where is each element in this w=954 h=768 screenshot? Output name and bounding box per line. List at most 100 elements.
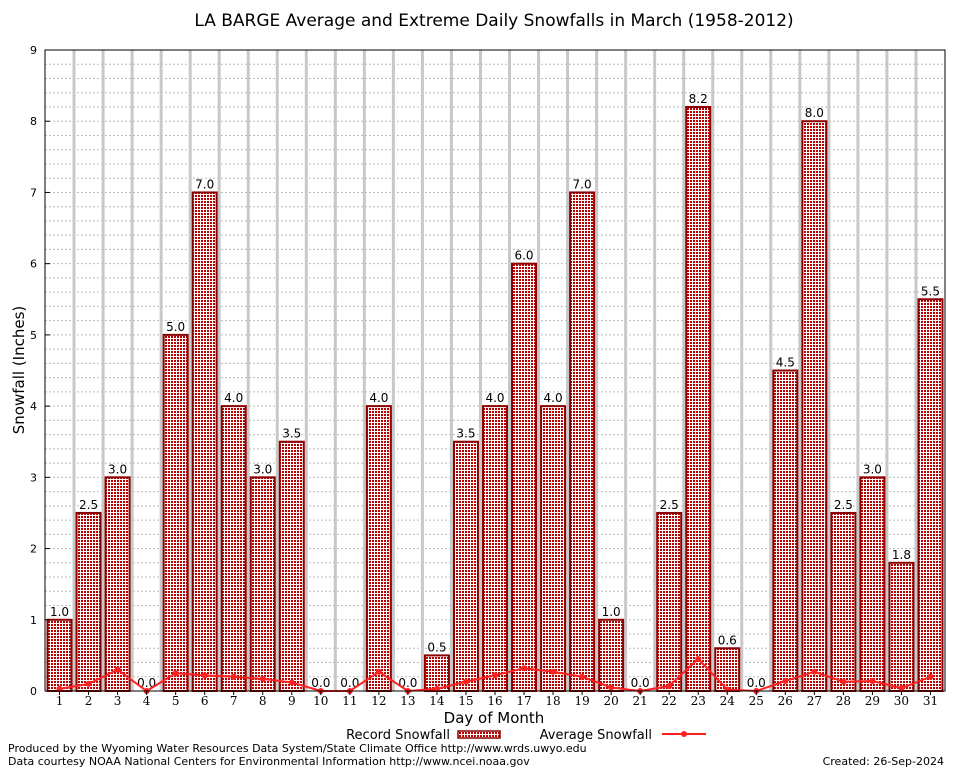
record-bar bbox=[598, 618, 625, 692]
average-point bbox=[550, 668, 557, 675]
x-tick-label: 19 bbox=[574, 694, 589, 708]
y-tick-label: 9 bbox=[30, 44, 37, 57]
bar-value-label: 4.0 bbox=[369, 391, 388, 405]
record-bar bbox=[162, 333, 189, 692]
average-point bbox=[230, 673, 237, 680]
bar-value-label: 3.5 bbox=[282, 427, 301, 441]
x-tick-label: 3 bbox=[114, 694, 122, 708]
record-bar bbox=[46, 618, 73, 692]
average-point bbox=[840, 678, 847, 685]
bar-value-label: 5.0 bbox=[166, 320, 185, 334]
legend-label-record: Record Snowfall bbox=[346, 728, 450, 743]
y-tick-label: 2 bbox=[30, 543, 37, 556]
x-tick-label: 29 bbox=[865, 694, 880, 708]
bar-value-label: 4.0 bbox=[544, 391, 563, 405]
record-bar bbox=[859, 476, 886, 693]
x-tick-label: 5 bbox=[172, 694, 180, 708]
x-tick-label: 7 bbox=[230, 694, 238, 708]
average-point bbox=[521, 665, 528, 672]
x-tick-label: 31 bbox=[923, 694, 938, 708]
average-point bbox=[433, 685, 440, 692]
record-bar bbox=[365, 405, 392, 692]
record-bar bbox=[511, 262, 538, 692]
x-tick-label: 9 bbox=[288, 694, 296, 708]
bar-value-label: 6.0 bbox=[514, 249, 533, 263]
x-tick-label: 25 bbox=[749, 694, 764, 708]
bar-value-label: 0.0 bbox=[311, 676, 330, 690]
bar-value-label: 0.0 bbox=[631, 676, 650, 690]
legend: Record Snowfall Average Snowfall bbox=[346, 728, 706, 743]
x-tick-label: 6 bbox=[201, 694, 209, 708]
x-tick-label: 1 bbox=[56, 694, 64, 708]
x-tick-label: 20 bbox=[603, 694, 618, 708]
average-point bbox=[666, 683, 673, 690]
chart-title: LA BARGE Average and Extreme Daily Snowf… bbox=[194, 11, 793, 31]
x-tick-label: 14 bbox=[429, 694, 445, 708]
record-bar bbox=[278, 440, 305, 692]
x-tick-label: 8 bbox=[259, 694, 267, 708]
y-tick-label: 1 bbox=[30, 614, 37, 627]
x-tick-label: 22 bbox=[662, 694, 677, 708]
record-bar bbox=[540, 405, 567, 692]
x-tick-label: 21 bbox=[633, 694, 648, 708]
x-tick-label: 15 bbox=[458, 694, 473, 708]
x-tick-label: 17 bbox=[516, 694, 531, 708]
bar-value-label: 4.0 bbox=[224, 391, 243, 405]
average-point bbox=[869, 678, 876, 685]
record-bar bbox=[569, 191, 596, 692]
record-bar bbox=[917, 298, 944, 692]
x-tick-label: 11 bbox=[342, 694, 357, 708]
bar-value-label: 7.0 bbox=[573, 177, 592, 191]
x-tick-label: 13 bbox=[400, 694, 415, 708]
average-point bbox=[201, 672, 208, 679]
average-point bbox=[375, 668, 382, 675]
bar-value-label: 4.0 bbox=[485, 391, 504, 405]
bar-value-label: 2.5 bbox=[79, 498, 98, 512]
bar-value-label: 7.0 bbox=[195, 177, 214, 191]
bar-value-label: 0.0 bbox=[398, 676, 417, 690]
record-bar bbox=[656, 511, 683, 693]
bar-value-label: 2.5 bbox=[660, 498, 679, 512]
record-bar bbox=[220, 405, 247, 692]
average-point bbox=[492, 672, 498, 679]
record-bar bbox=[772, 369, 799, 692]
footer-produced: Produced by the Wyoming Water Resources … bbox=[8, 742, 587, 755]
average-point bbox=[927, 673, 934, 680]
bar-value-label: 3.0 bbox=[253, 462, 272, 476]
x-tick-label: 18 bbox=[545, 694, 560, 708]
legend-marker-average bbox=[681, 731, 687, 737]
bar-value-label: 5.5 bbox=[921, 284, 940, 298]
x-tick-label: 4 bbox=[143, 694, 151, 708]
record-bar bbox=[888, 561, 915, 692]
y-tick-label: 0 bbox=[30, 685, 37, 698]
average-point bbox=[898, 685, 905, 692]
average-point bbox=[288, 679, 295, 686]
record-bar bbox=[249, 476, 276, 693]
bar-value-label: 0.0 bbox=[747, 676, 766, 690]
average-point bbox=[579, 673, 586, 680]
x-tick-label: 23 bbox=[691, 694, 706, 708]
average-point bbox=[114, 666, 121, 673]
bar-value-label: 1.0 bbox=[50, 605, 69, 619]
record-bar bbox=[104, 476, 131, 693]
bar-value-label: 0.0 bbox=[340, 676, 359, 690]
y-tick-label: 7 bbox=[30, 186, 37, 199]
bar-value-label: 0.5 bbox=[427, 640, 446, 654]
y-axis-label: Snowfall (Inches) bbox=[10, 306, 28, 434]
average-point bbox=[462, 678, 469, 685]
x-axis-label: Day of Month bbox=[444, 709, 545, 727]
y-tick-label: 6 bbox=[30, 258, 37, 271]
x-tick-label: 30 bbox=[894, 694, 909, 708]
bar-value-label: 2.5 bbox=[834, 498, 853, 512]
record-bar bbox=[685, 105, 712, 692]
x-tick-label: 10 bbox=[313, 694, 328, 708]
bar-value-label: 8.2 bbox=[689, 92, 708, 106]
average-point bbox=[85, 680, 92, 687]
bar-value-label: 1.8 bbox=[892, 548, 911, 562]
x-tick-label: 27 bbox=[807, 694, 822, 708]
y-tick-label: 8 bbox=[30, 115, 37, 128]
average-point bbox=[811, 668, 818, 675]
legend-label-average: Average Snowfall bbox=[540, 728, 652, 743]
average-point bbox=[172, 670, 179, 677]
